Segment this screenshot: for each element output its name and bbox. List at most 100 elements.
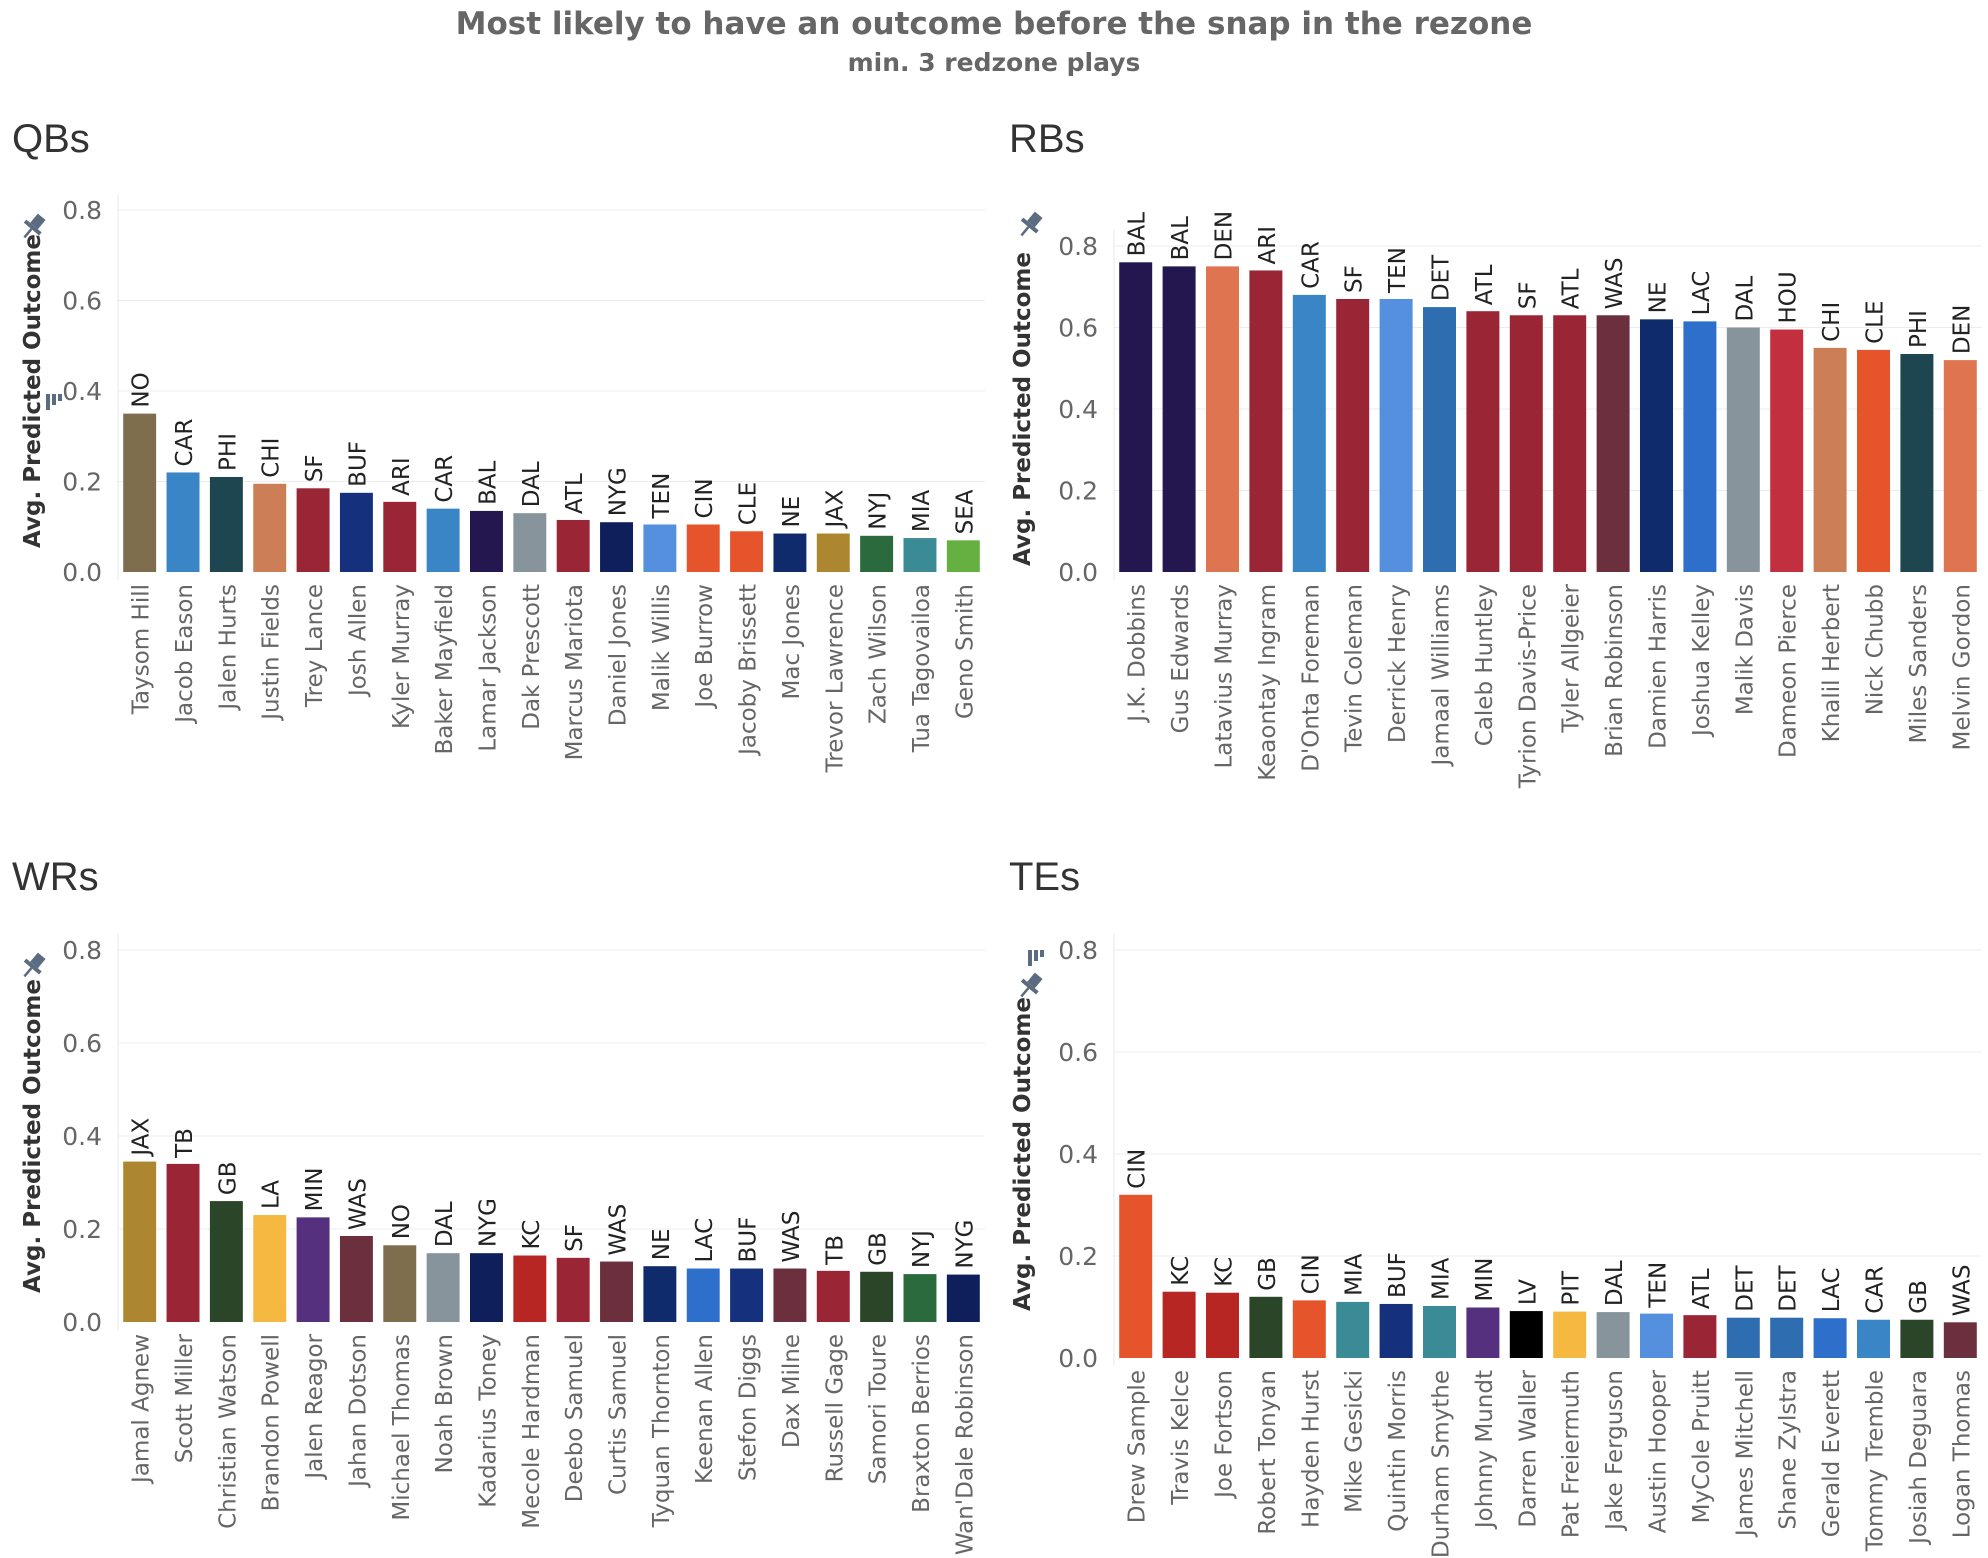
- bar[interactable]: [1292, 1300, 1326, 1358]
- bar[interactable]: [600, 1261, 633, 1322]
- bar[interactable]: [730, 531, 764, 572]
- bar[interactable]: [1119, 1194, 1153, 1358]
- bar[interactable]: [296, 488, 330, 572]
- bar[interactable]: [1943, 1322, 1977, 1358]
- bar[interactable]: [1509, 1311, 1543, 1358]
- bar[interactable]: [1509, 315, 1543, 572]
- bar[interactable]: [1943, 360, 1977, 572]
- bar[interactable]: [1423, 1305, 1456, 1358]
- x-tick-label: Damien Harris: [1646, 584, 1672, 749]
- bar[interactable]: [1596, 315, 1630, 572]
- team-label: LV: [1515, 1279, 1541, 1305]
- bar[interactable]: [209, 1201, 243, 1322]
- bar[interactable]: [1640, 319, 1673, 572]
- bar[interactable]: [600, 522, 633, 572]
- bar[interactable]: [903, 538, 937, 572]
- bar[interactable]: [1206, 1292, 1239, 1358]
- bar[interactable]: [123, 413, 157, 572]
- bar[interactable]: [1726, 1317, 1760, 1358]
- bar[interactable]: [1466, 311, 1500, 572]
- bar[interactable]: [1553, 315, 1587, 572]
- sort-icon[interactable]: [46, 394, 62, 410]
- bar[interactable]: [1379, 298, 1413, 572]
- bar[interactable]: [773, 1268, 807, 1322]
- bar[interactable]: [946, 1274, 980, 1322]
- bar[interactable]: [1423, 307, 1456, 572]
- x-tick-label: D'Onta Foreman: [1298, 584, 1324, 772]
- bar[interactable]: [686, 1268, 720, 1322]
- bar[interactable]: [1770, 329, 1804, 572]
- bar[interactable]: [1292, 294, 1326, 572]
- bar[interactable]: [860, 535, 894, 572]
- bar[interactable]: [1162, 1291, 1196, 1358]
- bar[interactable]: [1813, 1318, 1847, 1358]
- bar[interactable]: [1249, 270, 1283, 572]
- bar[interactable]: [296, 1217, 330, 1322]
- bar[interactable]: [816, 533, 850, 572]
- bar[interactable]: [643, 524, 677, 572]
- bar[interactable]: [1726, 327, 1760, 573]
- bar[interactable]: [123, 1161, 157, 1322]
- x-tick-label: Dameon Pierce: [1776, 584, 1802, 758]
- bar[interactable]: [946, 540, 980, 572]
- bar[interactable]: [166, 1163, 200, 1322]
- bar[interactable]: [1900, 1319, 1934, 1358]
- bar[interactable]: [1162, 266, 1196, 572]
- y-tick-label: 0.0: [62, 1308, 102, 1337]
- bar[interactable]: [773, 533, 807, 572]
- bar[interactable]: [426, 1253, 460, 1322]
- bar[interactable]: [253, 1215, 287, 1322]
- bar[interactable]: [686, 524, 720, 572]
- bar[interactable]: [816, 1270, 850, 1322]
- team-label: BAL: [475, 460, 501, 505]
- x-tick-label: Justin Fields: [259, 584, 285, 722]
- bar[interactable]: [903, 1274, 937, 1322]
- bar[interactable]: [1553, 1311, 1587, 1358]
- bar[interactable]: [339, 1235, 373, 1322]
- bar[interactable]: [1379, 1303, 1413, 1358]
- bar[interactable]: [1336, 298, 1370, 572]
- chart-panel-wrs: WRs 0.0 0.2 0.4 0.6 0.8 Avg. Predicted Outcome…: [12, 855, 985, 1555]
- team-label: LAC: [1819, 1267, 1845, 1312]
- sort-icon[interactable]: [1028, 950, 1044, 966]
- bar[interactable]: [166, 472, 200, 572]
- bar[interactable]: [1900, 353, 1934, 572]
- bar[interactable]: [1813, 347, 1847, 572]
- team-label: TB: [172, 1128, 198, 1159]
- bar[interactable]: [1596, 1312, 1630, 1358]
- bar[interactable]: [383, 1245, 417, 1322]
- bar[interactable]: [470, 1253, 503, 1322]
- bar[interactable]: [513, 513, 547, 572]
- bar[interactable]: [860, 1271, 894, 1322]
- bar[interactable]: [730, 1268, 764, 1322]
- pin-icon[interactable]: [17, 210, 50, 244]
- bar[interactable]: [1683, 1315, 1717, 1358]
- pin-icon[interactable]: [17, 949, 50, 983]
- bar[interactable]: [513, 1255, 547, 1322]
- bar[interactable]: [1206, 266, 1239, 572]
- x-tick-label: Kadarius Toney: [475, 1334, 501, 1508]
- bar[interactable]: [1683, 321, 1717, 572]
- bar[interactable]: [556, 519, 590, 572]
- pin-icon[interactable]: [1014, 208, 1047, 242]
- bar[interactable]: [1640, 1313, 1673, 1358]
- bar[interactable]: [383, 501, 417, 572]
- bar[interactable]: [1336, 1301, 1370, 1358]
- bar[interactable]: [1770, 1317, 1804, 1358]
- team-label: ATL: [1559, 268, 1585, 309]
- bar[interactable]: [1857, 1319, 1890, 1358]
- bar[interactable]: [1249, 1296, 1283, 1358]
- bar[interactable]: [1857, 349, 1890, 572]
- bar[interactable]: [1466, 1307, 1500, 1358]
- bar[interactable]: [556, 1257, 590, 1322]
- bar[interactable]: [426, 508, 460, 572]
- bar[interactable]: [470, 510, 503, 572]
- bar[interactable]: [339, 492, 373, 572]
- team-label: DAL: [432, 1201, 458, 1247]
- bar[interactable]: [643, 1266, 677, 1322]
- x-tick-label: Michael Thomas: [389, 1334, 415, 1521]
- bar[interactable]: [1119, 262, 1153, 572]
- bar[interactable]: [253, 483, 287, 572]
- pin-icon[interactable]: [1014, 969, 1047, 1003]
- bar[interactable]: [209, 476, 243, 572]
